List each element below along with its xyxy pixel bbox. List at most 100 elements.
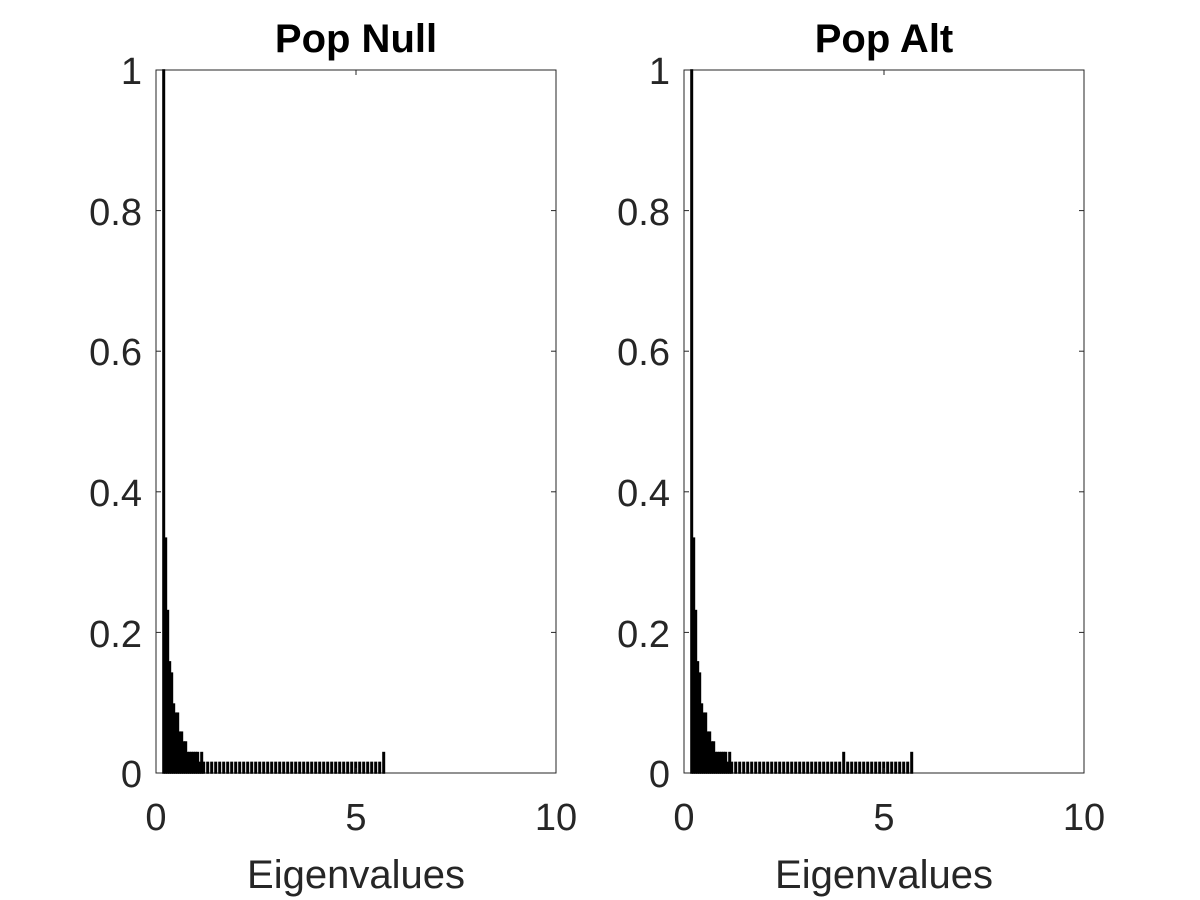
bar [168, 661, 172, 774]
bar [766, 761, 770, 774]
bar [226, 761, 230, 774]
bar [230, 761, 234, 774]
bar [806, 761, 810, 774]
bar [322, 761, 326, 774]
bar [704, 712, 708, 774]
bar [758, 761, 762, 774]
bar [186, 751, 190, 774]
bar [202, 761, 206, 774]
bar [846, 761, 850, 774]
bar [814, 761, 818, 774]
bar [790, 761, 794, 774]
bar [754, 761, 758, 774]
bar [374, 761, 378, 774]
bar [188, 751, 192, 774]
bar [210, 761, 214, 774]
bar [822, 761, 826, 774]
bar [702, 712, 706, 774]
bar [854, 761, 858, 774]
bar [696, 661, 700, 774]
bar [218, 761, 222, 774]
bar [706, 731, 710, 774]
x-axis-label: Eigenvalues [247, 853, 465, 897]
bar [798, 761, 802, 774]
x-axis-label: Eigenvalues [775, 853, 993, 897]
bar [172, 703, 176, 774]
bar [330, 761, 334, 774]
x-tick-label: 5 [345, 797, 366, 839]
tick-group [683, 69, 1085, 774]
bar [826, 761, 830, 774]
bar [716, 751, 720, 774]
bar [234, 761, 238, 774]
bar [274, 761, 278, 774]
bar [726, 761, 730, 774]
bar [746, 761, 750, 774]
y-tick-label: 0.6 [89, 332, 142, 374]
chart-title: Pop Null [275, 17, 437, 61]
bar [196, 751, 200, 774]
bar [346, 761, 350, 774]
chart-title: Pop Alt [815, 17, 954, 61]
bar [902, 761, 906, 774]
bar [870, 761, 874, 774]
bar [358, 761, 362, 774]
bar [720, 751, 724, 774]
tick-group [155, 69, 557, 774]
bar [190, 751, 194, 774]
bar [250, 761, 254, 774]
bar [906, 761, 910, 774]
y-tick-labels: 0 0.2 0.4 0.6 0.8 1 [89, 51, 142, 796]
bar [370, 761, 374, 774]
bar [338, 761, 342, 774]
bar [724, 751, 728, 774]
bar [270, 761, 274, 774]
bar [198, 761, 202, 774]
y-tick-labels: 0 0.2 0.4 0.6 0.8 1 [617, 51, 670, 796]
x-tick-label: 10 [1063, 797, 1105, 839]
bar [698, 672, 702, 774]
bar [254, 761, 258, 774]
bar [214, 761, 218, 774]
bar [314, 761, 318, 774]
bar [770, 761, 774, 774]
bar [266, 761, 270, 774]
bar [778, 761, 782, 774]
bar [174, 712, 178, 774]
bar [842, 751, 846, 774]
bar [290, 761, 294, 774]
bar [362, 761, 366, 774]
bar [326, 761, 330, 774]
bar [206, 761, 210, 774]
bar [200, 751, 204, 774]
bar [318, 761, 322, 774]
bar [866, 761, 870, 774]
bar [194, 751, 198, 774]
bar [708, 731, 712, 774]
y-tick-label: 0.6 [617, 332, 670, 374]
bar [294, 761, 298, 774]
bar [176, 712, 180, 774]
x-tick-label: 0 [673, 797, 694, 839]
bar [282, 761, 286, 774]
bar [738, 761, 742, 774]
bar [302, 761, 306, 774]
bar [184, 741, 188, 774]
x-tick-labels: 0 5 10 [673, 797, 1105, 839]
bar [786, 761, 790, 774]
bar [334, 761, 338, 774]
bar [306, 761, 310, 774]
bar [862, 761, 866, 774]
bar [794, 761, 798, 774]
bar [874, 761, 878, 774]
bar [834, 761, 838, 774]
subplot-pop-null: Pop Null 0 5 10 0 0.2 0.4 0.6 0.8 1 Eige… [89, 17, 577, 897]
y-tick-label: 0.4 [617, 473, 670, 515]
plot-area [683, 69, 1085, 774]
bar [728, 751, 732, 774]
y-tick-label: 0.8 [89, 192, 142, 234]
bar [192, 751, 196, 774]
bar [180, 731, 184, 774]
x-tick-label: 10 [535, 797, 577, 839]
x-tick-label: 5 [873, 797, 894, 839]
